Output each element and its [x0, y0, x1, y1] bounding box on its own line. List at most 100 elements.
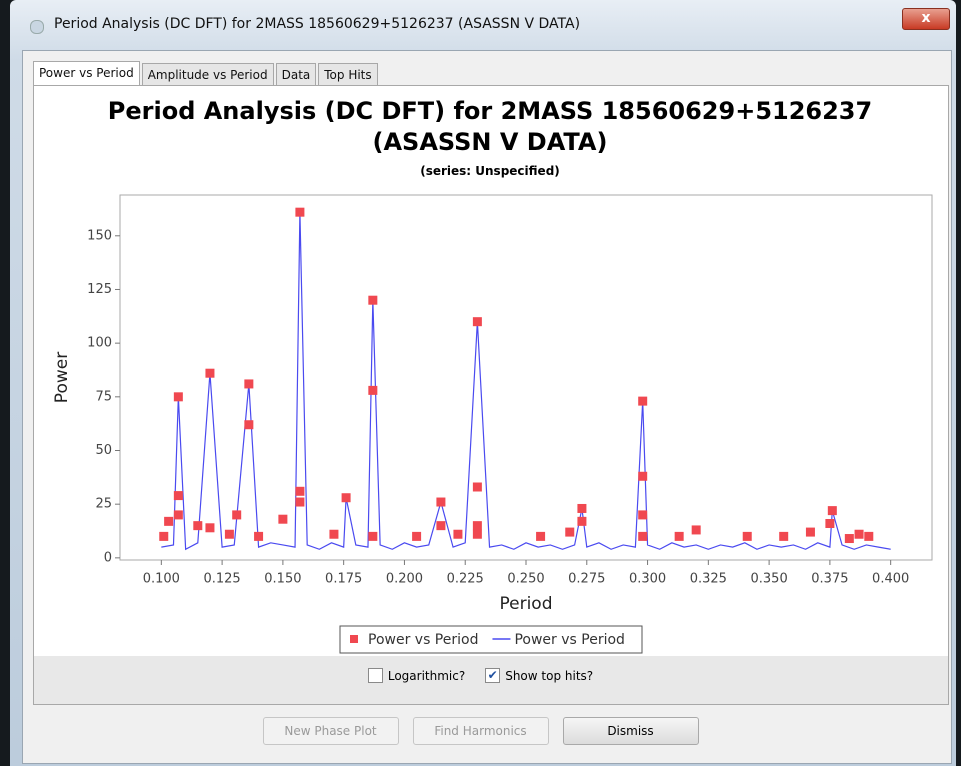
- top-hit-marker: [232, 510, 242, 520]
- top-hit-marker: [691, 525, 701, 535]
- top-hit-marker: [453, 529, 463, 539]
- top-hit-marker: [368, 385, 378, 395]
- top-hit-marker: [674, 531, 684, 541]
- tab[interactable]: Power vs Period: [33, 61, 140, 85]
- window-title: Period Analysis (DC DFT) for 2MASS 18560…: [54, 16, 581, 32]
- legend-label: Power vs Period: [514, 632, 624, 648]
- top-hit-marker: [638, 396, 648, 406]
- top-hit-marker: [472, 521, 482, 531]
- button-row: New Phase Plot Find Harmonics Dismiss: [0, 717, 961, 745]
- x-tick-label: 0.225: [447, 572, 484, 587]
- legend: Power vs Period Power vs Period: [339, 625, 643, 654]
- top-hit-marker: [329, 529, 339, 539]
- chart-title: Period Analysis (DC DFT) for 2MASS 18560…: [107, 97, 873, 156]
- y-tick-label: 50: [95, 443, 112, 458]
- close-button[interactable]: x: [902, 8, 950, 30]
- y-tick-label: 25: [95, 497, 112, 512]
- y-axis-label: Power: [52, 352, 72, 403]
- top-hit-marker: [577, 516, 587, 526]
- x-tick-label: 0.250: [507, 572, 544, 587]
- top-hit-marker: [436, 497, 446, 507]
- top-hit-marker: [205, 523, 215, 533]
- x-tick-label: 0.125: [203, 572, 240, 587]
- top-hit-marker: [159, 531, 169, 541]
- top-hit-marker: [412, 531, 422, 541]
- top-hit-marker: [825, 519, 835, 528]
- top-hit-marker: [805, 527, 815, 537]
- x-tick-label: 0.200: [386, 572, 423, 587]
- top-hit-marker: [864, 531, 874, 541]
- top-hit-marker: [205, 368, 215, 378]
- top-hit-marker: [341, 493, 351, 503]
- top-hit-marker: [638, 510, 648, 520]
- checkbox-box[interactable]: [367, 668, 383, 683]
- y-tick-label: 100: [87, 336, 112, 351]
- x-tick-label: 0.175: [325, 572, 362, 587]
- top-hit-marker: [295, 207, 305, 217]
- top-hit-marker: [565, 527, 575, 537]
- x-tick-label: 0.350: [751, 572, 788, 587]
- y-tick-label: 125: [87, 282, 112, 297]
- top-hit-marker: [193, 521, 203, 531]
- tab[interactable]: Top Hits: [318, 63, 378, 85]
- x-axis-label: Period: [499, 594, 552, 614]
- window-icon: [30, 20, 44, 34]
- top-hit-marker: [436, 521, 446, 531]
- x-tick-label: 0.300: [629, 572, 666, 587]
- checkbox-label: Show top hits?: [505, 668, 594, 683]
- button[interactable]: Dismiss: [562, 717, 699, 745]
- plot-area: [119, 194, 933, 561]
- checkbox-row: Logarithmic? ✔ Show top hits?: [0, 668, 961, 683]
- top-hit-marker: [472, 317, 482, 327]
- y-tick-label: 0: [104, 550, 112, 565]
- top-hit-marker: [173, 510, 183, 520]
- legend-label: Power vs Period: [368, 632, 478, 648]
- x-tick-label: 0.275: [568, 572, 605, 587]
- top-hit-marker: [638, 531, 648, 541]
- checkbox-box[interactable]: ✔: [485, 668, 501, 683]
- x-tick-label: 0.325: [690, 572, 727, 587]
- x-tick-label: 0.400: [872, 572, 909, 587]
- checkbox-label: Logarithmic?: [387, 668, 466, 683]
- checkbox[interactable]: Logarithmic?: [367, 668, 466, 683]
- top-hit-marker: [742, 531, 752, 541]
- top-hit-marker: [173, 491, 183, 501]
- top-hit-marker: [173, 392, 183, 402]
- button: New Phase Plot: [262, 717, 399, 745]
- top-hit-marker: [779, 531, 789, 541]
- top-hit-marker: [472, 529, 482, 539]
- power-line: [161, 212, 891, 551]
- top-hit-marker: [844, 534, 854, 544]
- x-tick-label: 0.375: [811, 572, 848, 587]
- x-tick-label: 0.100: [143, 572, 180, 587]
- y-tick-label: 150: [87, 228, 112, 243]
- x-tick-label: 0.150: [264, 572, 301, 587]
- checkbox[interactable]: ✔ Show top hits?: [485, 668, 593, 683]
- top-hit-marker: [368, 531, 378, 541]
- legend-box: [339, 625, 643, 654]
- tab-bar: Power vs Period Amplitude vs Period Data To…: [33, 61, 380, 85]
- top-hit-marker: [536, 531, 546, 541]
- top-hit-marker: [638, 471, 648, 481]
- top-hit-marker: [827, 506, 837, 516]
- top-hit-marker: [368, 295, 378, 305]
- top-hit-marker: [254, 531, 264, 541]
- top-hit-marker: [224, 529, 234, 539]
- top-hit-marker: [278, 514, 288, 524]
- chart-subtitle: (series: Unspecified): [420, 164, 560, 178]
- top-hit-marker: [164, 516, 174, 526]
- top-hit-marker: [244, 379, 254, 389]
- top-hit-marker: [472, 482, 482, 492]
- tab[interactable]: Amplitude vs Period: [141, 63, 274, 85]
- top-hit-marker: [244, 420, 254, 430]
- tab[interactable]: Data: [275, 63, 317, 85]
- legend-swatch: [350, 635, 358, 643]
- button: Find Harmonics: [412, 717, 549, 745]
- top-hit-marker: [577, 503, 587, 513]
- top-hit-marker: [295, 486, 305, 496]
- top-hit-marker: [854, 529, 864, 539]
- top-hit-marker: [295, 497, 305, 507]
- y-tick-label: 75: [95, 389, 112, 404]
